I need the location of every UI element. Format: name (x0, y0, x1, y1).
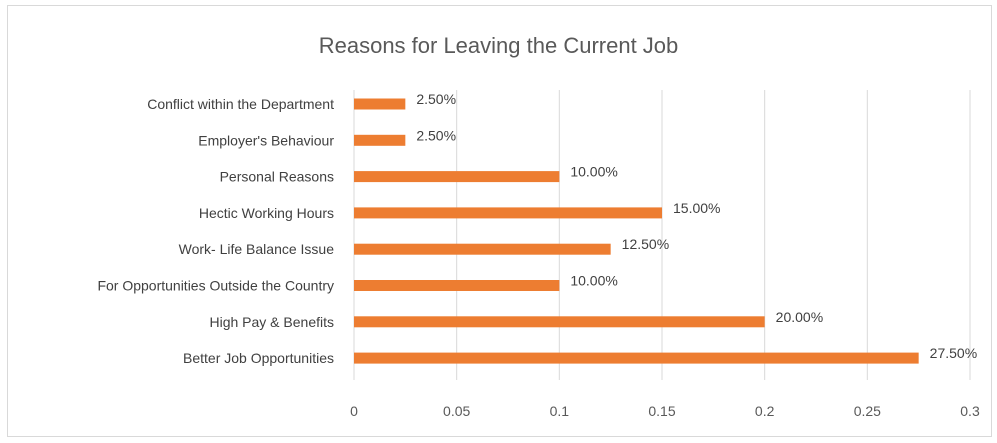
category-label: Employer's Behaviour (198, 132, 334, 148)
category-label: Hectic Working Hours (199, 205, 334, 221)
category-label: Work- Life Balance Issue (179, 241, 335, 257)
chart-title: Reasons for Leaving the Current Job (318, 33, 679, 58)
data-label: 20.00% (776, 309, 823, 325)
x-tick-label: 0.2 (755, 403, 775, 419)
x-tick-label: 0.15 (648, 403, 675, 419)
data-labels: 2.50% 2.50% 10.00% 15.00% 12.50% 10.00% 20.00%… (416, 91, 977, 361)
bar (354, 98, 406, 110)
bar (354, 171, 560, 183)
x-tick-label: 0 (350, 403, 358, 419)
x-tick-label: 0.05 (443, 403, 470, 419)
data-label: 10.00% (570, 273, 617, 289)
bars (354, 98, 919, 364)
x-tick-labels: 0 0.05 0.1 0.15 0.2 0.25 0.3 (350, 403, 980, 419)
chart-frame (7, 5, 992, 437)
bar (354, 134, 406, 146)
data-label: 27.50% (930, 345, 977, 361)
category-label: High Pay & Benefits (209, 314, 334, 330)
data-label: 2.50% (416, 91, 456, 107)
category-label: Better Job Opportunities (183, 350, 334, 366)
data-label: 15.00% (673, 200, 720, 216)
category-labels: Conflict within the Department Employer's… (97, 96, 334, 366)
bar (354, 243, 611, 255)
data-label: 10.00% (570, 164, 617, 180)
x-tick-label: 0.1 (550, 403, 570, 419)
category-label: Conflict within the Department (147, 96, 334, 112)
bar (354, 316, 765, 328)
category-label: For Opportunities Outside the Country (97, 278, 334, 294)
bar (354, 280, 560, 291)
category-label: Personal Reasons (220, 169, 334, 185)
data-label: 2.50% (416, 127, 456, 143)
x-tick-label: 0.25 (854, 403, 881, 419)
gridlines (353, 90, 971, 380)
bar (354, 352, 919, 364)
data-label: 12.50% (622, 236, 669, 252)
bar (354, 207, 662, 219)
x-tick-label: 0.3 (960, 403, 980, 419)
